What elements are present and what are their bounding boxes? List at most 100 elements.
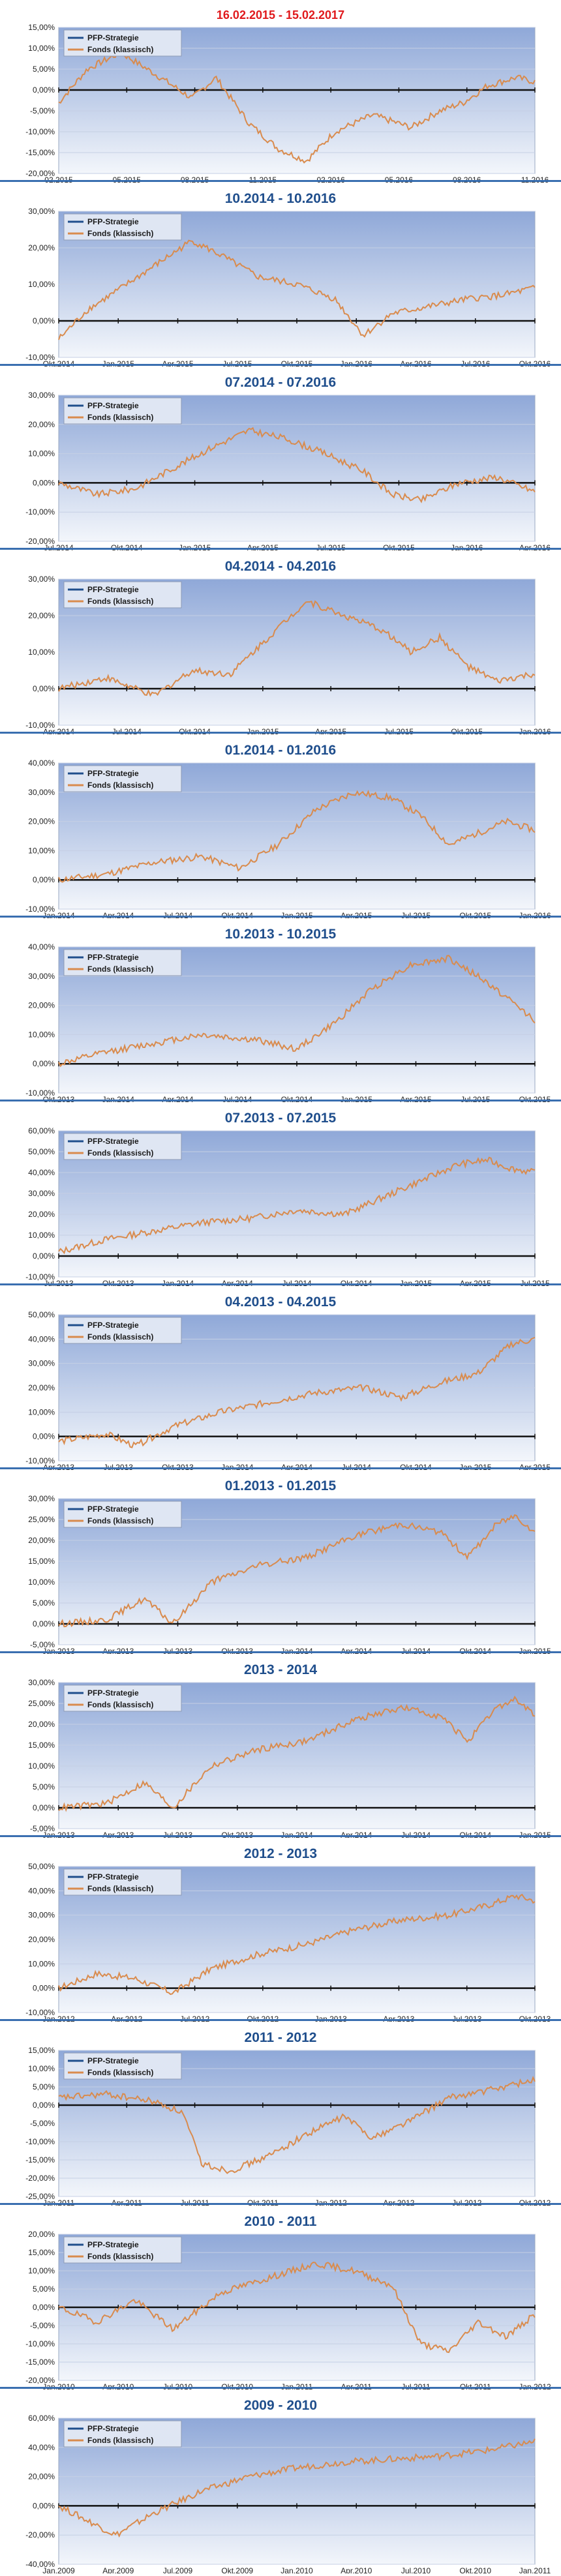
chart-title: 10.2014 - 10.2016 [224,191,337,206]
x-tick-label: Okt.2013 [43,1095,75,1102]
legend [63,397,182,425]
y-tick-label: 30,00% [28,391,55,400]
y-tick-label: 40,00% [28,1168,55,1177]
x-tick-label: Jul.2014 [222,1095,252,1102]
chart-panel: 16.02.2015 - 15.02.2017 15,00% 10,00% 5,00%… [0,0,561,184]
legend [63,949,182,976]
y-tick-label: 0,00% [33,1984,55,1993]
x-tick-label: Okt.2013 [221,1831,253,1838]
legend [63,2420,182,2448]
x-tick-label: Jul.2015 [401,911,431,918]
y-tick-label: 5,00% [33,65,55,74]
x-tick-label: Apr.2016 [400,359,431,367]
legend-label: Fonds (klassisch) [87,1700,153,1709]
x-tick-label: Okt.2014 [43,359,75,367]
x-tick-label: Apr.2011 [112,2198,142,2206]
y-tick-label: 30,00% [28,1189,55,1198]
y-tick-label: -10,00% [25,1088,55,1098]
y-tick-label: 0,00% [33,1803,55,1812]
series-line-fonds [58,2076,536,2174]
y-tick-label: 20,00% [28,2472,55,2481]
x-tick-label: Jan.2012 [519,2382,551,2389]
y-tick-label: 0,00% [33,1432,55,1441]
chart-title: 10.2013 - 10.2015 [224,927,337,942]
legend [63,1685,182,1712]
panel-divider [0,2203,561,2205]
y-tick-label: 40,00% [28,943,55,951]
x-tick-label: Okt.2011 [460,2382,491,2389]
y-tick-label: -25,00% [25,2192,55,2201]
x-tick-label: Jul.2013 [44,1279,74,1286]
y-tick-label: 0,00% [33,85,55,95]
chart-title: 01.2013 - 01.2015 [224,1478,337,1493]
y-tick-label: 0,00% [33,1251,55,1261]
legend [63,1317,182,1344]
y-tick-label: 40,00% [28,759,55,768]
x-tick-label: Jan.2015 [280,911,313,918]
y-tick-label: -5,00% [30,1640,55,1649]
legend-label: PFP-Strategie [87,1137,139,1146]
y-tick-label: 0,00% [33,2501,55,2510]
x-tick-label: Jan.2014 [280,1831,313,1838]
x-tick-label: Okt.2013 [221,1647,253,1654]
legend-label: PFP-Strategie [87,33,139,42]
legend-label: Fonds (klassisch) [87,1516,153,1525]
legend-label: Fonds (klassisch) [87,1148,153,1158]
series-line-fonds [58,1695,536,1812]
x-tick-label: Jul.2013 [163,1647,193,1654]
panel-divider [0,1835,561,1837]
panel-divider [0,916,561,918]
x-tick-label: Okt.2013 [519,2014,551,2022]
panel-divider [0,1467,561,1469]
y-tick-label: -10,00% [25,905,55,914]
x-tick-label: Okt.2013 [162,1463,194,1470]
y-tick-label: -20,00% [25,2174,55,2183]
y-tick-label: -5,00% [30,2321,55,2330]
legend [63,213,182,241]
y-tick-label: 0,00% [33,1059,55,1068]
x-tick-label: Jul.2015 [461,1095,491,1102]
y-tick-label: 15,00% [28,2046,55,2055]
x-tick-label: Jul.2015 [520,1279,550,1286]
y-tick-label: 10,00% [28,280,55,289]
legend-label: PFP-Strategie [87,585,139,594]
x-tick-label: 08.2015 [181,175,209,183]
legend-label: Fonds (klassisch) [87,45,153,54]
y-tick-label: 60,00% [28,1127,55,1135]
x-tick-label: Jul.2011 [401,2382,431,2389]
x-tick-label: Jan.2015 [247,727,279,734]
x-tick-label: Apr.2014 [43,727,74,734]
chart-svg: 30,00% 25,00% 20,00% 15,00% 10,00% 5,00% 0,00%… [28,1679,551,1838]
x-tick-label: Jan.2014 [42,911,75,918]
x-tick-label: Jan.2011 [519,2566,551,2573]
y-tick-label: -15,00% [25,148,55,157]
y-tick-label: -5,00% [30,1824,55,1833]
chart-svg: 40,00%30,00%20,00%10,00%0,00%-10,00%Okt.… [25,943,551,1102]
x-tick-label: Jan.2014 [221,1463,254,1470]
y-tick-label: -10,00% [25,2008,55,2017]
y-tick-label: 30,00% [28,1911,55,1920]
chart-svg: 30,00% 20,00% 10,00% 0,00% -10,00%Okt.2014 Ja… [25,207,551,367]
x-tick-label: Jul.2012 [452,2198,482,2206]
x-tick-label: Jul.2014 [282,1279,312,1286]
x-tick-label: Jan.2014 [280,1647,313,1654]
x-tick-label: Apr.2011 [341,2382,372,2389]
y-tick-label: -40,00% [25,2560,55,2569]
y-tick-label: 20,00% [28,243,55,252]
x-tick-label: Jan.2013 [42,1647,75,1654]
y-tick-label: -10,00% [25,507,55,517]
x-tick-label: Jul.2015 [222,359,252,367]
panel-divider [0,364,561,366]
x-tick-label: Apr.2015 [519,1463,551,1470]
y-tick-label: 10,00% [28,648,55,657]
y-tick-label: 10,00% [28,1030,55,1039]
x-tick-label: Okt.2009 [221,2566,253,2573]
x-tick-label: Okt.2014 [281,1095,313,1102]
chart-title: 01.2014 - 01.2016 [224,743,337,758]
chart-svg: 20,00% 15,00% 10,00% 5,00% 0,00% -5,00% -10,00… [25,2230,551,2389]
y-tick-label: 10,00% [28,1578,55,1587]
legend-label: PFP-Strategie [87,1688,139,1698]
x-tick-label: Apr.2015 [400,1095,431,1102]
legend-label: Fonds (klassisch) [87,2252,153,2261]
x-tick-label: Okt.2015 [459,911,491,918]
